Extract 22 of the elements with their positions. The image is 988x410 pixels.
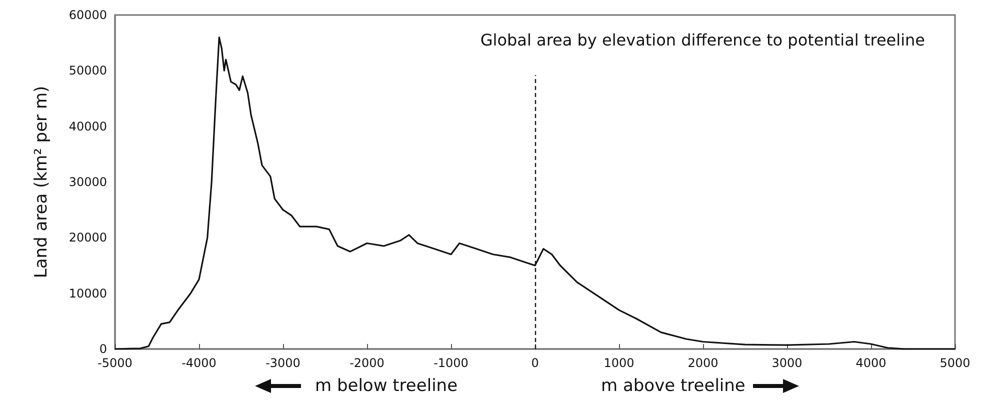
- y-tick-label: 0: [99, 342, 107, 356]
- x-tick-label: -3000: [266, 356, 300, 370]
- x-tick-label: -2000: [350, 356, 384, 370]
- y-tick-label: 30000: [68, 175, 107, 189]
- x-tick-label: 0: [531, 356, 539, 370]
- x-tick-label: 5000: [940, 356, 970, 370]
- text: m below treeline: [315, 376, 458, 396]
- x-tick-label: -5000: [98, 356, 132, 370]
- x-tick-label: 2000: [688, 356, 718, 370]
- y-tick-label: 60000: [68, 8, 107, 22]
- text: Global area by elevation difference to potential treeline: [480, 30, 926, 50]
- x-tick-label: -4000: [182, 356, 216, 370]
- x-tick-label: 3000: [772, 356, 802, 370]
- x-tick-label: -1000: [434, 356, 468, 370]
- x-tick-label: 1000: [604, 356, 634, 370]
- y-axis-title: Land area (km² per m): [32, 86, 52, 278]
- y-tick-label: 50000: [68, 64, 107, 78]
- y-tick-label: 20000: [68, 230, 107, 245]
- y-tick-label: 40000: [68, 119, 107, 134]
- text: m above treeline: [601, 376, 746, 396]
- y-tick-label: 10000: [68, 286, 107, 300]
- x-tick-label: 4000: [856, 356, 886, 370]
